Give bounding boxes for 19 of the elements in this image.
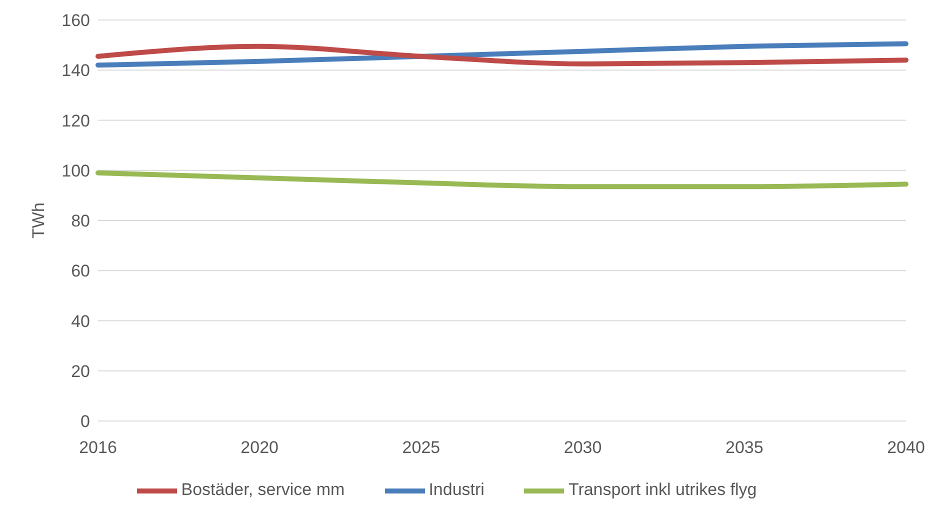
y-tick-label: 0	[80, 412, 90, 432]
y-tick-label: 60	[71, 262, 90, 281]
x-tick-label: 2016	[79, 438, 117, 458]
x-tick-label: 2020	[240, 438, 279, 458]
y-tick-label: 140	[62, 61, 90, 80]
x-tick-label: 2030	[564, 438, 602, 458]
y-tick-label: 100	[62, 161, 90, 180]
legend-label: Industri	[428, 480, 484, 500]
x-tick-label: 2035	[725, 438, 764, 458]
y-axis-title: TWh	[29, 202, 48, 238]
x-tick-label: 2025	[402, 438, 440, 458]
legend-label: Bostäder, service mm	[181, 480, 345, 500]
y-tick-label: 80	[71, 212, 90, 231]
legend-label: Transport inkl utrikes flyg	[568, 480, 757, 500]
y-tick-label: 40	[71, 312, 90, 331]
y-tick-label: 160	[62, 11, 90, 30]
y-tick-label: 20	[71, 362, 90, 381]
y-tick-label: 120	[62, 111, 90, 130]
x-tick-label: 2040	[887, 438, 925, 458]
